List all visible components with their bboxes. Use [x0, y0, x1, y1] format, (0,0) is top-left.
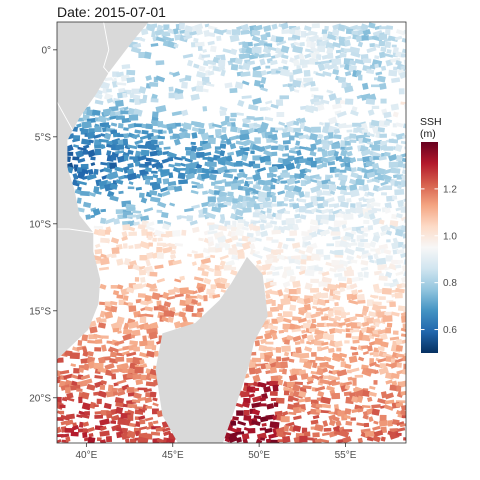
panel-border [56, 21, 407, 444]
x-tick-label: 50°E [248, 450, 270, 461]
map-panel [57, 22, 406, 443]
y-tick-label: 5°S [35, 132, 52, 143]
x-tick-label: 55°E [335, 450, 357, 461]
country-border [57, 101, 73, 131]
legend-tick-label: 1.2 [443, 184, 457, 195]
legend-title-line2: (m) [420, 128, 436, 140]
country-border [57, 228, 94, 233]
x-axis: 40°E 45°E 50°E 55°E [75, 443, 357, 461]
x-tick-label: 45°E [162, 450, 184, 461]
legend-tick-label: 0.8 [443, 278, 457, 289]
africa-land [57, 22, 149, 360]
y-tick-label: 0° [41, 45, 51, 56]
y-tick-label: 20°S [29, 393, 51, 404]
ssh-legend: SSH (m) 0.6 0.8 1.0 1.2 [420, 116, 457, 353]
legend-title-line1: SSH [420, 116, 442, 128]
map-title: Date: 2015-07-01 [57, 4, 166, 20]
y-tick-label: 10°S [29, 219, 51, 230]
legend-tick-label: 1.0 [443, 231, 457, 242]
ssh-cells [57, 22, 406, 443]
y-axis: 0° 5°S 10°S 15°S 20°S [29, 45, 57, 404]
legend-ticks: 0.6 0.8 1.0 1.2 [421, 184, 457, 336]
madagascar-land [155, 256, 268, 443]
y-tick-label: 15°S [29, 306, 51, 317]
x-tick-label: 40°E [75, 450, 97, 461]
country-border [103, 22, 115, 80]
legend-colorbar [421, 142, 438, 353]
legend-tick-label: 0.6 [443, 325, 457, 336]
